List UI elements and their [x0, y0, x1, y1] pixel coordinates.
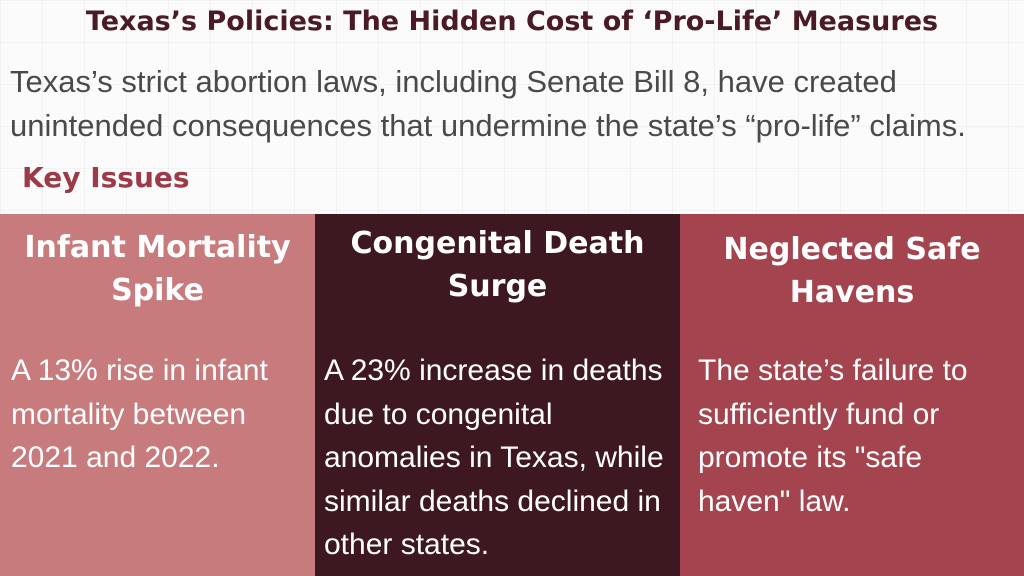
- key-issues-heading: Key Issues: [22, 161, 190, 194]
- page-title: Texas’s Policies: The Hidden Cost of ‘Pr…: [85, 6, 939, 37]
- intro-paragraph: Texas’s strict abortion laws, including …: [10, 64, 966, 143]
- key-issues-cards: Infant Mortality Spike A 13% rise in inf…: [0, 214, 1024, 576]
- card-title: Infant Mortality Spike: [24, 230, 291, 308]
- card-title: Congenital Death Surge: [350, 226, 645, 304]
- card-body: The state’s failure to sufficiently fund…: [698, 354, 968, 518]
- card-title: Neglected Safe Havens: [723, 232, 981, 310]
- card-body: A 13% rise in infant mortality between 2…: [11, 354, 268, 474]
- card-safe-havens: Neglected Safe Havens The state’s failur…: [680, 214, 1024, 576]
- card-congenital-death: Congenital Death Surge A 23% increase in…: [315, 214, 680, 576]
- card-body: A 23% increase in deaths due to congenit…: [324, 354, 664, 561]
- card-infant-mortality: Infant Mortality Spike A 13% rise in inf…: [0, 214, 315, 576]
